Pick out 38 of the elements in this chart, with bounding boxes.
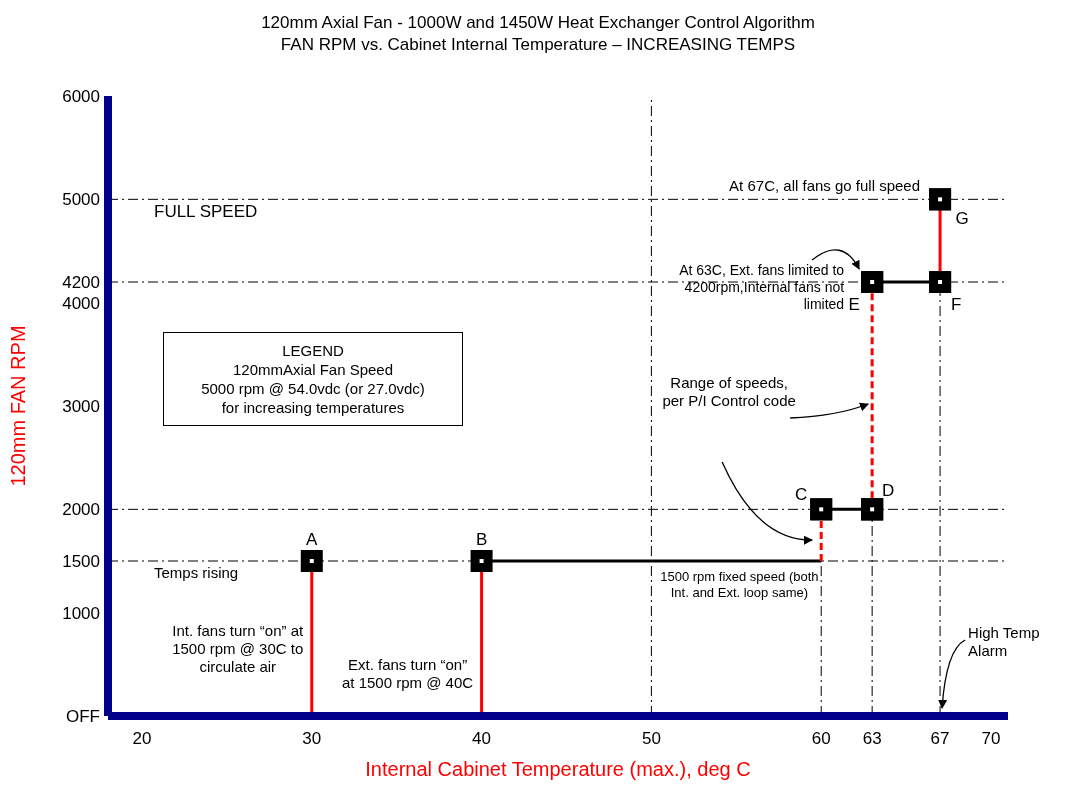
data-label: E <box>848 295 860 315</box>
data-label: C <box>795 484 808 504</box>
annotation: Int. fans turn “on” at 1500 rpm @ 30C to circulate air <box>171 622 304 676</box>
y-tick-label: 4000 <box>62 293 100 313</box>
annotation: At 67C, all fans go full speed <box>728 177 921 196</box>
ref-line-label: FULL SPEED <box>154 202 258 222</box>
y-tick-label: 1500 <box>62 552 100 572</box>
data-label: G <box>955 208 969 228</box>
annotation: 1500 rpm fixed speed (both Int. and Ext. loop same) <box>659 569 820 601</box>
x-tick-label: 63 <box>862 729 882 749</box>
x-tick-label: 20 <box>132 729 152 749</box>
x-tick-label: 30 <box>302 729 322 749</box>
annotation: At 63C, Ext. fans limited to 4200rpm,Internal fans not limited <box>678 262 845 313</box>
x-tick-label: 67 <box>930 729 950 749</box>
y-axis-title: 120mm FAN RPM <box>7 325 30 487</box>
y-tick-label: 5000 <box>62 190 100 210</box>
chart-subtitle: FAN RPM vs. Cabinet Internal Temperature – INCREASING TEMPS <box>279 34 797 56</box>
x-axis-title: Internal Cabinet Temperature (max.), deg C <box>365 758 751 780</box>
y-tick-label: OFF <box>66 707 100 727</box>
y-tick-label: 2000 <box>62 500 100 520</box>
annotation: Range of speeds, per P/I Control code <box>661 374 797 410</box>
y-tick-label: 1000 <box>62 603 100 623</box>
ref-line-label: Temps rising <box>154 563 239 581</box>
x-tick-label: 70 <box>981 729 1001 749</box>
annotation: Ext. fans turn “on” at 1500 rpm @ 40C <box>341 656 474 692</box>
y-tick-label: 3000 <box>62 397 100 417</box>
data-label: A <box>306 530 319 550</box>
annotation: High Temp Alarm <box>968 624 1041 660</box>
x-tick-label: 50 <box>641 729 661 749</box>
annotation: LEGEND 120mmAxial Fan Speed 5000 rpm @ 54.0vdc (or 27.0vdc) for increasing temperatures <box>163 331 463 426</box>
data-label: F <box>950 295 962 315</box>
chart-title: 120mm Axial Fan - 1000W and 1450W Heat Exchanger Control Algorithm <box>260 12 816 34</box>
data-label: B <box>475 530 488 550</box>
data-label: D <box>882 480 895 500</box>
x-tick-label: 60 <box>811 729 831 749</box>
y-tick-label: 6000 <box>62 87 100 107</box>
y-tick-label: 4200 <box>62 273 100 293</box>
x-tick-label: 40 <box>472 729 492 749</box>
